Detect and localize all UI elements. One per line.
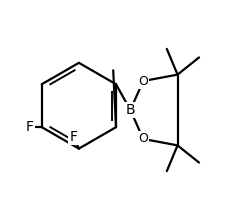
- Text: F: F: [70, 130, 78, 144]
- Text: F: F: [26, 120, 34, 134]
- Text: O: O: [138, 132, 148, 145]
- Text: B: B: [126, 103, 135, 117]
- Text: O: O: [138, 75, 148, 88]
